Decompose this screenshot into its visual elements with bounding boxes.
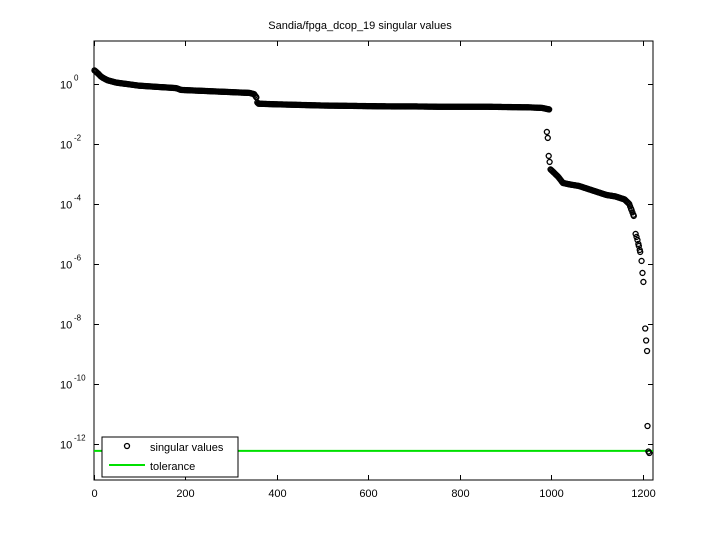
x-tick-label: 400 xyxy=(268,488,286,500)
x-tick-label: 1200 xyxy=(631,488,655,500)
data-point xyxy=(545,152,552,160)
data-point xyxy=(544,134,551,142)
data-point xyxy=(639,269,646,277)
y-tick-label-exponent: -12 xyxy=(74,434,86,443)
y-tick-label-exponent: -6 xyxy=(74,254,82,263)
data-point xyxy=(637,248,644,256)
y-tick-label-base: 10 xyxy=(60,200,72,212)
y-tick-label-base: 10 xyxy=(60,440,72,452)
x-tick-label: 800 xyxy=(451,488,469,500)
data-point xyxy=(642,337,650,344)
y-tick-label-exponent: -8 xyxy=(74,314,82,323)
x-tick-label: 200 xyxy=(176,488,194,500)
y-tick-label-base: 10 xyxy=(60,80,72,92)
legend-marker-icon xyxy=(123,442,131,450)
chart-title: Sandia/fpga_dcop_19 singular values xyxy=(268,20,452,32)
x-tick-label: 600 xyxy=(359,488,377,500)
legend-label-singular-values: singular values xyxy=(150,442,224,454)
data-point xyxy=(546,158,553,166)
x-tick-label: 1000 xyxy=(539,488,563,500)
data-point xyxy=(635,242,642,250)
data-point xyxy=(633,233,640,241)
y-tick-label-base: 10 xyxy=(60,140,72,152)
data-point xyxy=(640,278,647,286)
legend-box xyxy=(101,436,239,478)
y-tick-label-base: 10 xyxy=(60,260,72,272)
data-point xyxy=(634,236,641,244)
y-tick-label-exponent: -4 xyxy=(74,194,82,203)
data-point xyxy=(546,106,553,113)
data-point xyxy=(644,422,651,430)
x-tick-label: 0 xyxy=(91,488,97,500)
data-point xyxy=(643,347,651,355)
axes-box xyxy=(93,40,654,481)
singular-values-series xyxy=(91,67,653,457)
data-point xyxy=(630,212,637,220)
y-tick-label-exponent: -10 xyxy=(74,374,86,383)
data-point xyxy=(543,128,551,136)
data-point xyxy=(646,449,653,457)
data-point xyxy=(638,257,645,265)
legend-label-tolerance: tolerance xyxy=(150,461,195,473)
y-tick-label-exponent: -2 xyxy=(74,134,82,143)
y-tick-label-base: 10 xyxy=(60,380,72,392)
y-tick-label-exponent: 0 xyxy=(74,74,79,83)
y-tick-label-base: 10 xyxy=(60,320,72,332)
data-point xyxy=(632,230,639,238)
data-point xyxy=(642,325,649,332)
